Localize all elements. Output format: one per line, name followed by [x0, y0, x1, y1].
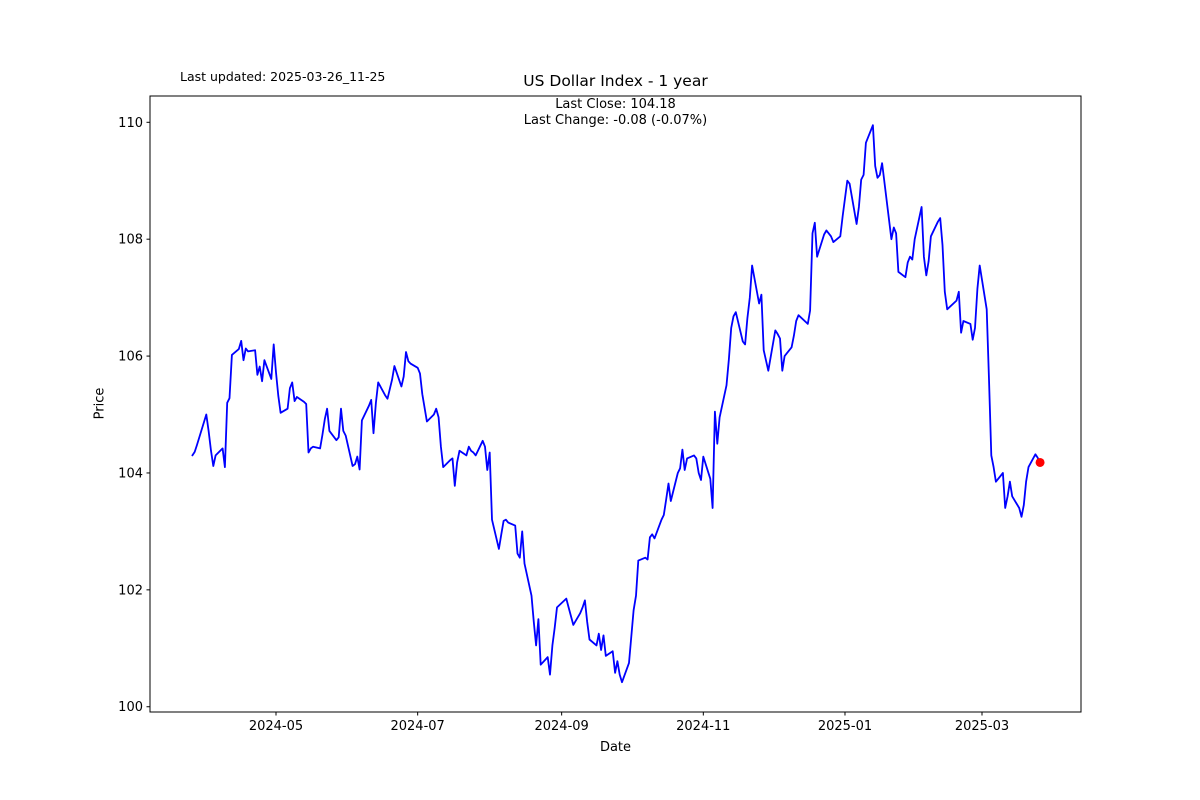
price-line [191, 124, 1041, 684]
x-tick-label: 2025-01 [818, 719, 872, 734]
x-tick-label: 2024-05 [249, 719, 303, 734]
last-change-annotation: Last Change: -0.08 (-0.07%) [523, 113, 708, 128]
axes-frame [149, 95, 1082, 713]
y-tick-label: 104 [118, 466, 143, 481]
last-close-annotation: Last Close: 104.18 [555, 97, 676, 112]
y-tick-label: 100 [118, 700, 143, 715]
last-updated-text: Last updated: 2025-03-26_11-25 [180, 69, 386, 84]
y-tick-label: 108 [118, 233, 143, 248]
y-tick-label: 102 [118, 583, 143, 598]
y-tick-label: 110 [118, 116, 143, 131]
chart-title: US Dollar Index - 1 year [523, 72, 708, 90]
x-tick-label: 2024-09 [534, 719, 588, 734]
x-axis-label: Date [599, 740, 632, 755]
x-tick-label: 2025-03 [955, 719, 1009, 734]
x-tick-label: 2024-07 [390, 719, 444, 734]
last-point-marker [1035, 457, 1045, 467]
x-tick-label: 2024-11 [676, 719, 730, 734]
y-tick-label: 106 [118, 350, 143, 365]
